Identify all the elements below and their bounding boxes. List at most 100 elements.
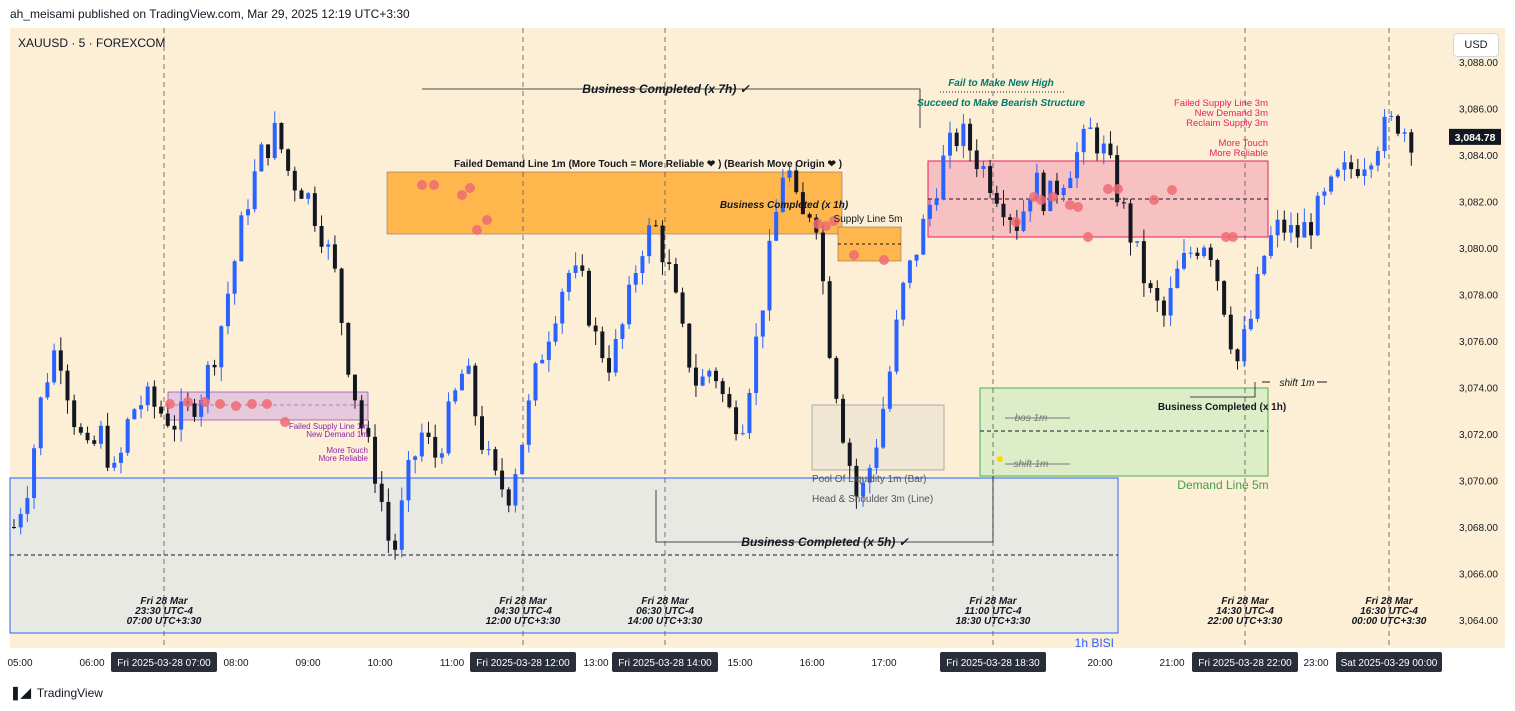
candle-body: [339, 268, 344, 323]
candle-body: [1041, 172, 1046, 212]
currency-button[interactable]: USD: [1453, 33, 1499, 57]
pink-zone-label-2: More Touch: [326, 446, 368, 455]
candle-body: [760, 310, 765, 337]
candle-body: [1309, 222, 1314, 236]
price-tick-label: 3,084.00: [1459, 151, 1498, 162]
price-tick-label: 3,088.00: [1459, 58, 1498, 69]
candle-body: [800, 192, 805, 215]
candle-body: [901, 282, 906, 320]
touch-dot: [231, 401, 241, 411]
candle-body: [1268, 235, 1273, 256]
candle-body: [205, 364, 210, 400]
demand-5m-zone: [979, 387, 1269, 477]
candle-body: [125, 419, 130, 453]
candle-body: [1182, 252, 1186, 269]
candle-body: [613, 339, 618, 373]
candle-body: [78, 427, 83, 433]
price-tick-label: 3,082.00: [1459, 198, 1498, 209]
touch-dot: [262, 399, 272, 409]
price-tick-label: 3,080.00: [1459, 244, 1498, 255]
candle-body: [272, 122, 277, 159]
candle-body: [714, 370, 718, 382]
candle-body: [727, 394, 732, 408]
candle-body: [439, 453, 444, 458]
candle-body: [566, 272, 571, 292]
candle-body: [246, 209, 250, 216]
candle-body: [774, 211, 779, 241]
touch-dot: [829, 216, 839, 226]
candle-body: [152, 386, 157, 407]
candle-body: [968, 123, 973, 151]
candle-body: [520, 444, 525, 475]
candle-body: [881, 408, 886, 448]
shift-marker-dot: [997, 456, 1003, 462]
time-highlight-badge: [612, 652, 718, 672]
candle-body: [212, 364, 217, 368]
candle-body: [352, 374, 357, 401]
candle-body: [787, 170, 792, 178]
candle-body: [252, 171, 257, 210]
candle-body: [1382, 116, 1387, 152]
candle-body: [640, 256, 645, 274]
candle-body: [580, 265, 585, 271]
candle-body: [633, 273, 638, 285]
candle-body: [413, 456, 418, 460]
bisi-label: 1h BISI: [1075, 636, 1114, 650]
candle-body: [58, 350, 63, 371]
candle-body: [533, 363, 538, 401]
candle-body: [225, 293, 230, 327]
time-tick-label: 05:00: [7, 658, 32, 669]
time-highlight-badge: [470, 652, 576, 672]
candle-body: [1075, 152, 1080, 179]
touch-dot: [1228, 232, 1238, 242]
candle-body: [540, 359, 545, 364]
candle-body: [780, 177, 785, 212]
candle-body: [1342, 162, 1347, 170]
candle-body: [1302, 222, 1307, 238]
time-highlight-badge: [940, 652, 1046, 672]
candle-body: [1208, 247, 1213, 260]
candle-body: [1088, 127, 1093, 129]
candle-body: [854, 465, 859, 497]
candle-body: [232, 261, 237, 294]
candle-body: [894, 319, 899, 372]
candle-body: [1188, 252, 1193, 254]
candle-body: [707, 370, 712, 377]
candle-body: [1222, 281, 1227, 315]
business-1h-b-text: Business Completed (x 1h): [1158, 402, 1286, 413]
candle-body: [961, 123, 966, 147]
time-tick-label: 16:00: [799, 658, 824, 669]
candle-body: [373, 436, 378, 484]
candle-body: [827, 281, 832, 358]
candle-body: [493, 449, 498, 471]
head-shoulder-label: Head & Shoulder 3m (Line): [812, 494, 933, 505]
candle-body: [118, 452, 123, 463]
candle-body: [553, 323, 558, 342]
candle-body: [1121, 202, 1126, 204]
candle-body: [359, 400, 364, 428]
price-tick-label: 3,078.00: [1459, 291, 1498, 302]
touch-dot: [429, 180, 439, 190]
session-utc330-label: 12:00 UTC+3:30: [486, 616, 561, 627]
touch-dot: [165, 399, 175, 409]
footer-brand: ❚◢ TradingView: [10, 685, 103, 701]
candle-body: [1288, 225, 1293, 233]
red-zone-label: New Demand 3m: [1195, 108, 1268, 119]
session-utc330-label: 14:00 UTC+3:30: [628, 616, 703, 627]
candle-body: [1081, 128, 1086, 153]
shift-1m-a-text: shift 1m: [1013, 459, 1048, 470]
candle-body: [32, 448, 37, 499]
candle-body: [914, 254, 919, 261]
candle-body: [506, 489, 511, 506]
touch-dot: [1048, 192, 1058, 202]
session-date-label: Fri 28 Mar: [1221, 596, 1269, 607]
candle-body: [1235, 349, 1240, 362]
time-tick-label: 11:00: [440, 658, 465, 669]
candle-body: [332, 244, 337, 269]
touch-dot: [280, 417, 290, 427]
time-highlight-badge: [111, 652, 217, 672]
demand-5m-label: Demand Line 5m: [1177, 478, 1268, 492]
business-1h-b-line: [1190, 382, 1256, 398]
publisher-header: ah_meisami published on TradingView.com,…: [10, 7, 410, 21]
